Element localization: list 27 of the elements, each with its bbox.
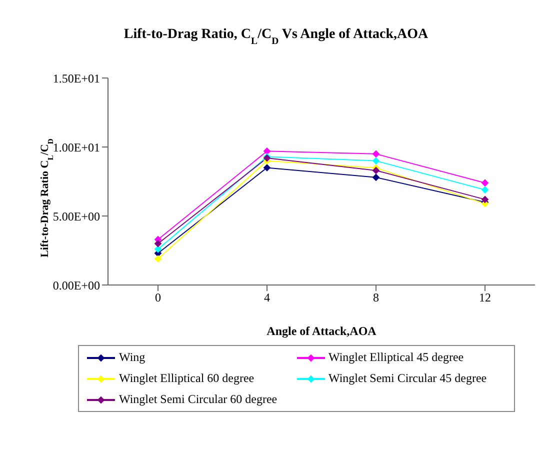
point: [372, 174, 380, 181]
x-axis-title: Angle of Attack,AOA: [266, 324, 377, 338]
point: [264, 148, 270, 155]
legend-label: Wing: [119, 350, 146, 365]
legend-label: Winglet Elliptical 45 degree: [328, 350, 464, 365]
chart-title: Lift-to-Drag Ratio, C$_{L}$/C$_{D}$ Vs Angle of Attack,AOA: [124, 27, 430, 46]
y-tick-label: 5.00E+00: [52, 209, 100, 224]
y-tick-label: 1.00E+01: [52, 140, 100, 154]
x-tick-label: 8: [373, 290, 379, 305]
point: [154, 255, 162, 262]
x-tick-label: 12: [479, 290, 491, 305]
point: [372, 166, 380, 174]
point: [264, 164, 270, 172]
point: [482, 186, 488, 194]
point: [372, 157, 380, 164]
point: [154, 246, 162, 253]
point: [482, 179, 488, 186]
legend-label: Winglet Elliptical 60 degree: [119, 371, 254, 386]
x-tick-label: 0: [155, 290, 161, 305]
x-tick-label: 4: [264, 290, 270, 305]
legend-label: Winglet Semi Circular 60 degree: [119, 392, 278, 407]
y-tick-label: 0.00E+00: [52, 278, 100, 292]
legend-label: Winglet Semi Circular 45 degree: [328, 371, 487, 386]
y-tick-label: 1.50E+01: [52, 71, 100, 86]
point: [154, 240, 162, 248]
point: [372, 150, 380, 158]
point: [482, 196, 488, 203]
